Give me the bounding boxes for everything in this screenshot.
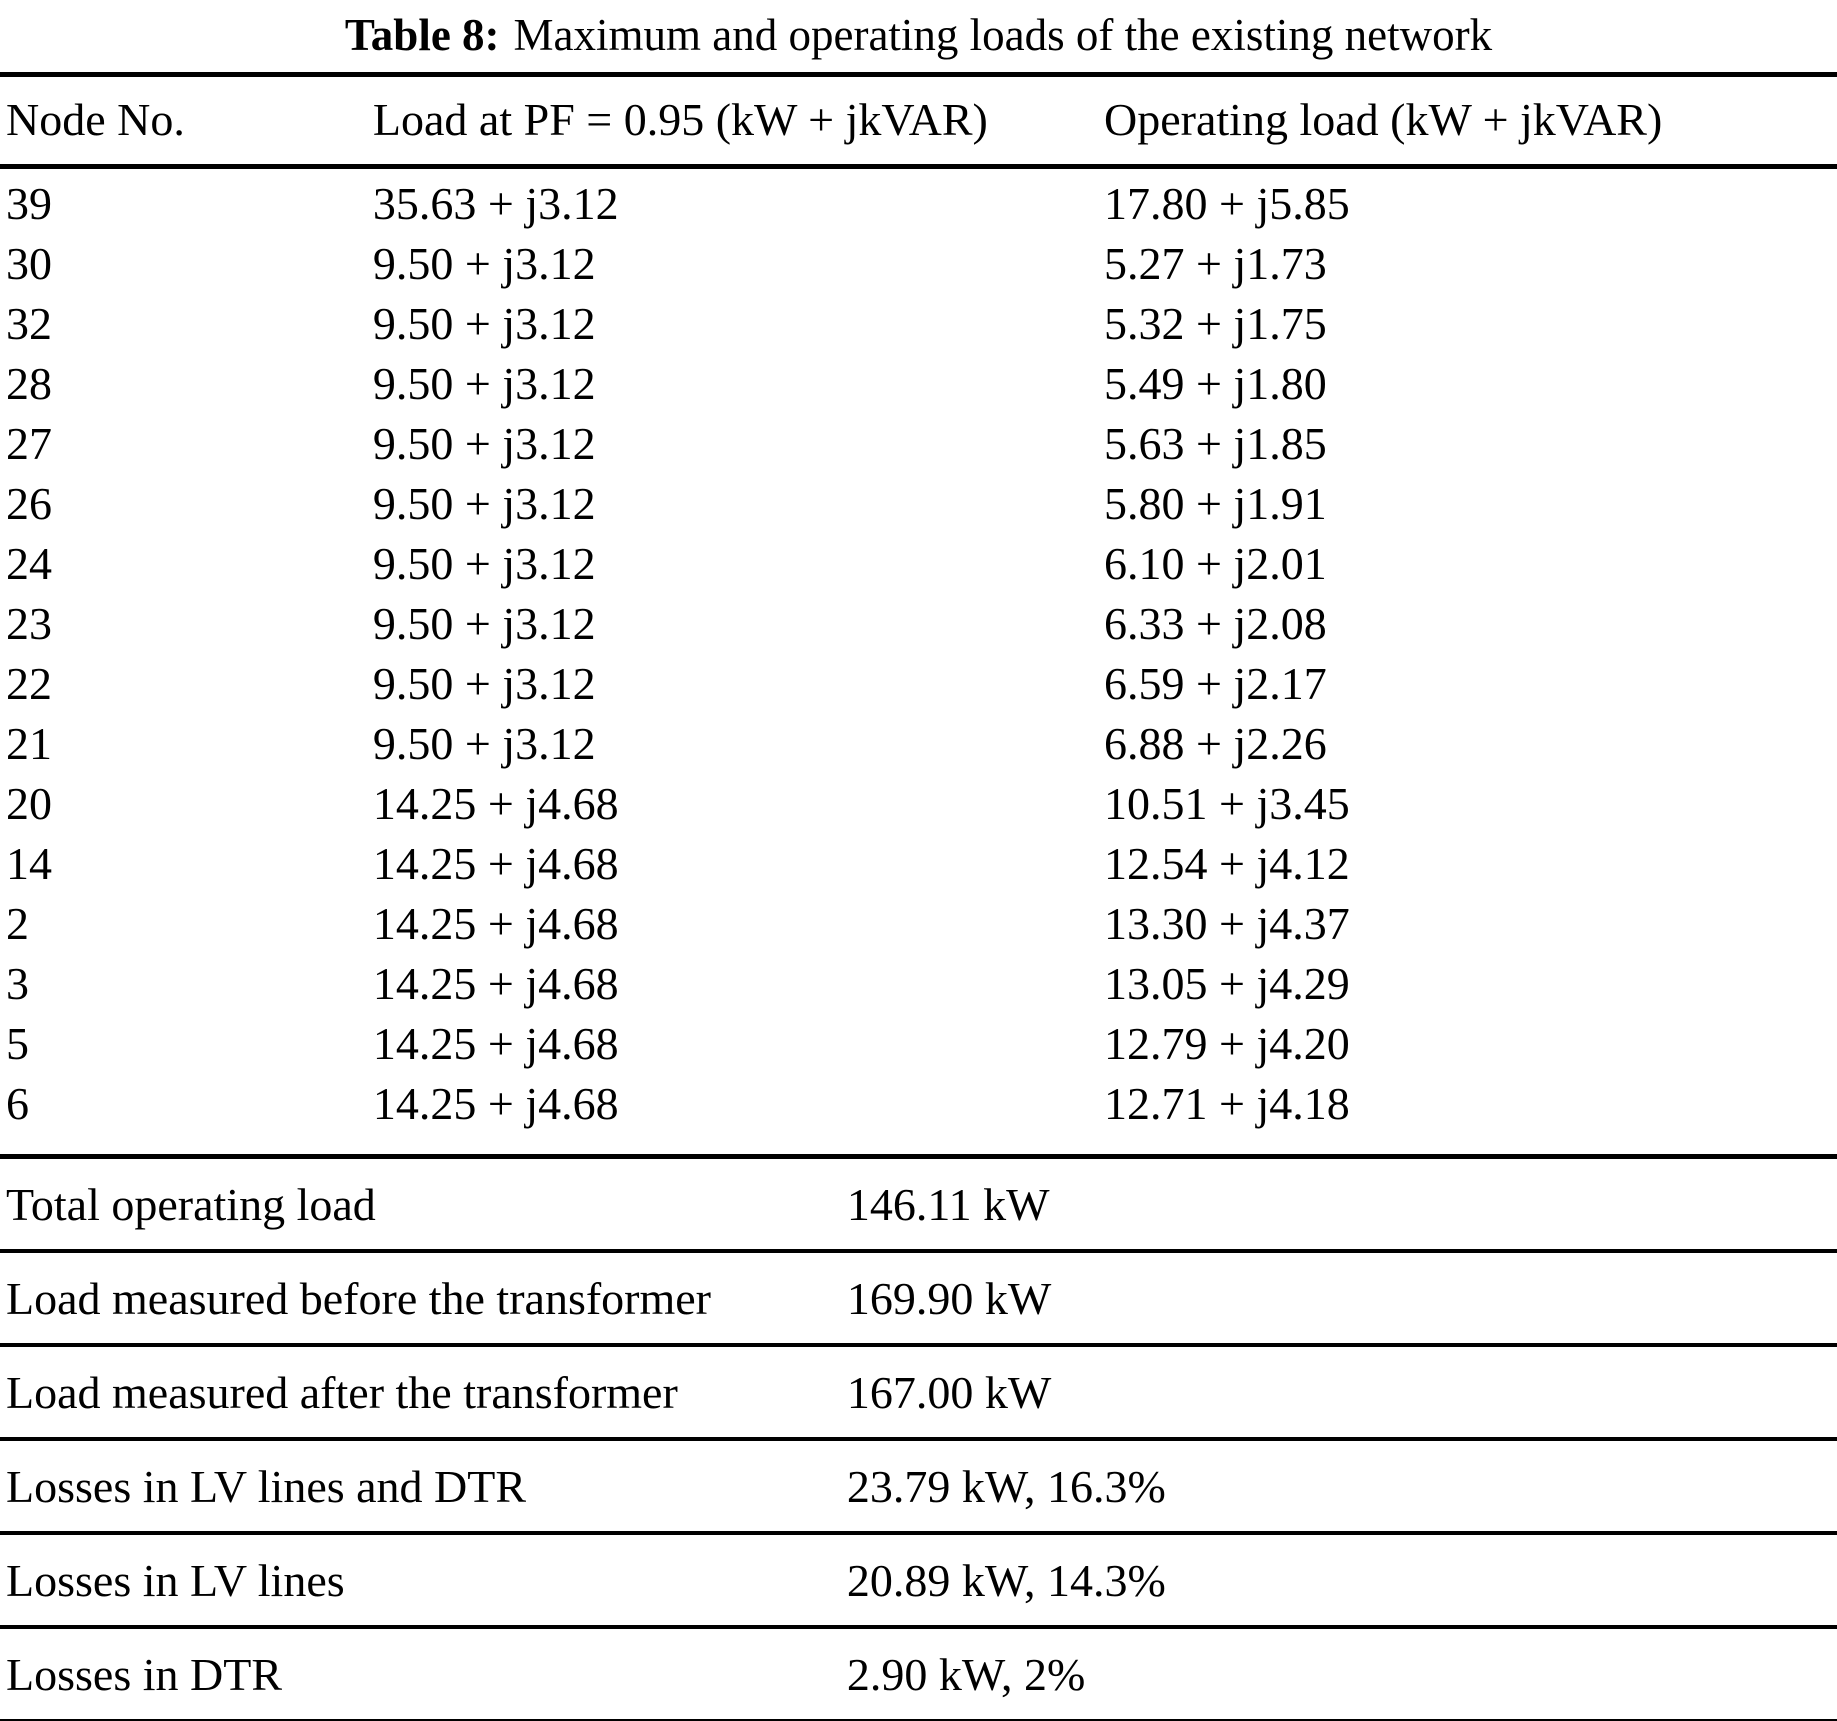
table-row: 5 14.25 + j4.68 12.79 + j4.20 [0, 1014, 1837, 1074]
table-row: 14 14.25 + j4.68 12.54 + j4.12 [0, 834, 1837, 894]
node-cell: 24 [6, 538, 52, 589]
operating-load-cell: 17.80 + j5.85 [1104, 178, 1350, 229]
max-load-cell: 35.63 + j3.12 [372, 178, 619, 229]
operating-load-cell: 12.71 + j4.18 [1104, 1078, 1350, 1129]
max-load-cell: 9.50 + j3.12 [372, 658, 596, 709]
summary-value: 167.00 kW [846, 1366, 1052, 1418]
max-load-cell: 9.50 + j3.12 [372, 478, 596, 529]
summary-row: Load measured before the transformer 169.… [0, 1253, 1837, 1347]
table-row: 22 9.50 + j3.12 6.59 + j2.17 [0, 654, 1837, 714]
operating-load-cell: 6.33 + j2.08 [1104, 598, 1327, 649]
node-cell: 14 [6, 838, 52, 889]
node-cell: 39 [6, 178, 52, 229]
summary-label: Losses in LV lines and DTR [6, 1460, 527, 1512]
max-load-cell: 14.25 + j4.68 [372, 898, 619, 949]
summary-section: Total operating load 146.11 kW Load measur… [0, 1159, 1837, 1721]
node-cell: 22 [6, 658, 52, 709]
table-row: 21 9.50 + j3.12 6.88 + j2.26 [0, 714, 1837, 774]
table-row: 24 9.50 + j3.12 6.10 + j2.01 [0, 534, 1837, 594]
table-row: 39 35.63 + j3.12 17.80 + j5.85 [0, 167, 1837, 235]
node-cell: 21 [6, 718, 52, 769]
max-load-cell: 9.50 + j3.12 [372, 718, 596, 769]
node-cell: 27 [6, 418, 52, 469]
loads-table: Node No. Load at PF = 0.95 (kW + jkVAR) … [0, 72, 1837, 1159]
summary-label: Total operating load [6, 1178, 376, 1230]
header-operating-load: Operating load (kW + jkVAR) [1104, 74, 1837, 169]
summary-label: Load measured after the transformer [6, 1366, 678, 1418]
max-load-cell: 9.50 + j3.12 [372, 538, 596, 589]
max-load-cell: 9.50 + j3.12 [372, 358, 596, 409]
table-row: 2 14.25 + j4.68 13.30 + j4.37 [0, 894, 1837, 954]
operating-load-cell: 13.30 + j4.37 [1104, 898, 1350, 949]
max-load-cell: 14.25 + j4.68 [372, 1078, 619, 1129]
header-load-at-pf: Load at PF = 0.95 (kW + jkVAR) [372, 74, 1105, 169]
node-cell: 30 [6, 238, 52, 289]
table-row: 27 9.50 + j3.12 5.63 + j1.85 [0, 414, 1837, 474]
table-row: 23 9.50 + j3.12 6.33 + j2.08 [0, 594, 1837, 654]
summary-row: Losses in LV lines and DTR 23.79 kW, 16.3… [0, 1441, 1837, 1535]
summary-row: Load measured after the transformer 167.0… [0, 1347, 1837, 1441]
max-load-cell: 14.25 + j4.68 [372, 838, 619, 889]
header-row: Node No. Load at PF = 0.95 (kW + jkVAR) … [0, 74, 1837, 169]
operating-load-cell: 13.05 + j4.29 [1104, 958, 1350, 1009]
summary-label: Load measured before the transformer [6, 1272, 712, 1324]
node-cell: 6 [6, 1078, 29, 1129]
summary-row: Losses in DTR 2.90 kW, 2% [0, 1629, 1837, 1721]
operating-load-cell: 5.32 + j1.75 [1104, 298, 1327, 349]
summary-row: Total operating load 146.11 kW [0, 1159, 1837, 1253]
node-cell: 20 [6, 778, 52, 829]
node-cell: 2 [6, 898, 29, 949]
table-caption-text: Maximum and operating loads of the exist… [513, 10, 1493, 60]
max-load-cell: 9.50 + j3.12 [372, 298, 596, 349]
max-load-cell: 14.25 + j4.68 [372, 1018, 619, 1069]
max-load-cell: 9.50 + j3.12 [372, 598, 596, 649]
table-row: 32 9.50 + j3.12 5.32 + j1.75 [0, 294, 1837, 354]
node-cell: 26 [6, 478, 52, 529]
node-cell: 3 [6, 958, 29, 1009]
operating-load-cell: 12.54 + j4.12 [1104, 838, 1350, 889]
summary-label: Losses in LV lines [6, 1554, 345, 1606]
operating-load-cell: 6.10 + j2.01 [1104, 538, 1327, 589]
node-cell: 32 [6, 298, 52, 349]
operating-load-cell: 5.63 + j1.85 [1104, 418, 1327, 469]
table-row: 6 14.25 + j4.68 12.71 + j4.18 [0, 1074, 1837, 1157]
table-row: 20 14.25 + j4.68 10.51 + j3.45 [0, 774, 1837, 834]
table-caption-label: Table 8: [344, 10, 500, 60]
operating-load-cell: 5.49 + j1.80 [1104, 358, 1327, 409]
table-row: 28 9.50 + j3.12 5.49 + j1.80 [0, 354, 1837, 414]
operating-load-cell: 12.79 + j4.20 [1104, 1018, 1350, 1069]
summary-label: Losses in DTR [6, 1648, 282, 1700]
summary-value: 23.79 kW, 16.3% [846, 1460, 1166, 1512]
operating-load-cell: 5.27 + j1.73 [1104, 238, 1327, 289]
node-cell: 5 [6, 1018, 29, 1069]
table-row: 30 9.50 + j3.12 5.27 + j1.73 [0, 234, 1837, 294]
max-load-cell: 14.25 + j4.68 [372, 778, 619, 829]
summary-row: Losses in LV lines 20.89 kW, 14.3% [0, 1535, 1837, 1629]
summary-value: 169.90 kW [846, 1272, 1052, 1324]
summary-value: 146.11 kW [846, 1178, 1050, 1230]
node-cell: 23 [6, 598, 52, 649]
operating-load-cell: 6.59 + j2.17 [1104, 658, 1327, 709]
max-load-cell: 9.50 + j3.12 [372, 238, 596, 289]
summary-value: 2.90 kW, 2% [846, 1648, 1086, 1700]
table-row: 3 14.25 + j4.68 13.05 + j4.29 [0, 954, 1837, 1014]
summary-value: 20.89 kW, 14.3% [846, 1554, 1166, 1606]
operating-load-cell: 6.88 + j2.26 [1104, 718, 1327, 769]
max-load-cell: 9.50 + j3.12 [372, 418, 596, 469]
max-load-cell: 14.25 + j4.68 [372, 958, 619, 1009]
operating-load-cell: 5.80 + j1.91 [1104, 478, 1327, 529]
header-node-no: Node No. [0, 74, 373, 169]
table-body: 39 35.63 + j3.12 17.80 + j5.85 30 9.50 + j3.… [0, 167, 1837, 1157]
table-row: 26 9.50 + j3.12 5.80 + j1.91 [0, 474, 1837, 534]
table-caption: Table 8: Maximum and operating loads of t… [0, 0, 1837, 72]
operating-load-cell: 10.51 + j3.45 [1104, 778, 1350, 829]
node-cell: 28 [6, 358, 52, 409]
